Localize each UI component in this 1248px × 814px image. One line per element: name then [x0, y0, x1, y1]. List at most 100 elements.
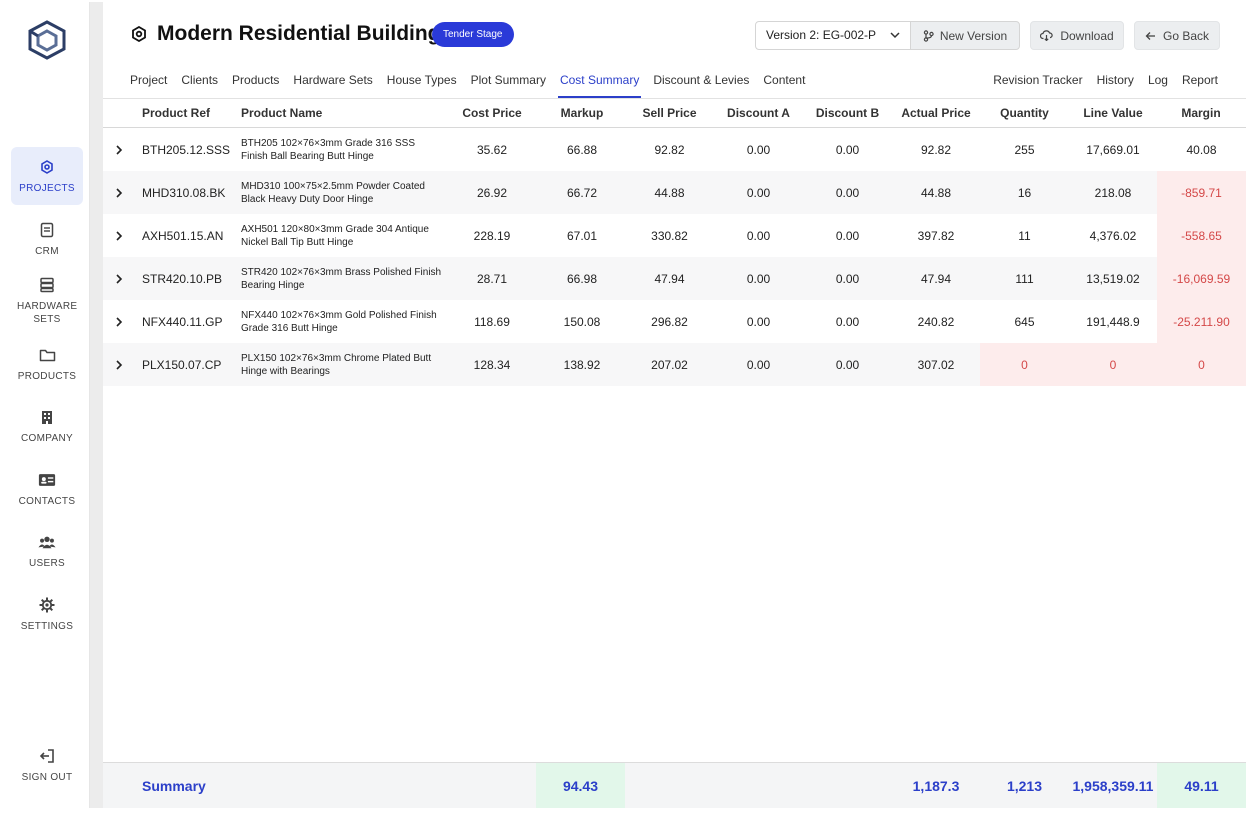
qty-cell: 0	[980, 343, 1069, 386]
cost-cell: 228.19	[445, 214, 539, 257]
sidebar-item-users[interactable]: USERS	[11, 522, 83, 580]
tab-discount-levies[interactable]: Discount & Levies	[653, 72, 749, 98]
disc-b-cell: 0.00	[803, 128, 892, 171]
download-button[interactable]: Download	[1030, 21, 1124, 50]
tab-hardware-sets[interactable]: Hardware Sets	[293, 72, 372, 98]
document-icon	[38, 221, 56, 239]
chevron-right-icon	[112, 315, 126, 329]
product-name-line: MHD310 100×75×2.5mm Powder Coated	[241, 180, 425, 193]
sidebar-item-label: COMPANY	[21, 432, 73, 445]
table-row[interactable]: PLX150.07.CP PLX150 102×76×3mm Chrome Pla…	[103, 343, 1246, 386]
cost-cell: 26.92	[445, 171, 539, 214]
chevron-right-icon	[112, 229, 126, 243]
tab-content[interactable]: Content	[763, 72, 805, 98]
margin-cell: 40.08	[1157, 128, 1246, 171]
tab-revision-tracker[interactable]: Revision Tracker	[993, 72, 1082, 98]
product-name-cell: AXH501 120×80×3mm Grade 304 Antique Nicke…	[241, 214, 445, 257]
disc-a-cell: 0.00	[714, 171, 803, 214]
table-row[interactable]: BTH205.12.SSS BTH205 102×76×3mm Grade 316…	[103, 128, 1246, 171]
tab-project[interactable]: Project	[130, 72, 167, 98]
cloud-download-icon	[1040, 30, 1053, 41]
expand-row-button[interactable]	[112, 343, 126, 386]
summary-line-value: 1,958,359.11	[1069, 763, 1157, 808]
go-back-button[interactable]: Go Back	[1134, 21, 1220, 50]
go-back-label: Go Back	[1163, 29, 1209, 43]
column-header[interactable]: Actual Price	[892, 99, 980, 128]
folder-icon	[38, 346, 56, 364]
table-row[interactable]: MHD310.08.BK MHD310 100×75×2.5mm Powder C…	[103, 171, 1246, 214]
column-header[interactable]: Line Value	[1069, 99, 1157, 128]
qty-cell: 645	[980, 300, 1069, 343]
sell-cell: 44.88	[625, 171, 714, 214]
column-header[interactable]: Cost Price	[445, 99, 539, 128]
sign-out-button[interactable]: SIGN OUT	[11, 736, 83, 794]
product-name-line: Black Heavy Duty Door Hinge	[241, 193, 425, 206]
product-ref-cell: MHD310.08.BK	[142, 171, 225, 214]
markup-cell: 67.01	[539, 214, 625, 257]
product-ref-cell: PLX150.07.CP	[142, 343, 221, 386]
actual-cell: 47.94	[892, 257, 980, 300]
sidebar-item-hardware-sets[interactable]: HARDWARE SETS	[11, 272, 83, 330]
tab-plot-summary[interactable]: Plot Summary	[471, 72, 546, 98]
tab-products[interactable]: Products	[232, 72, 279, 98]
project-tabs: Project Clients Products Hardware Sets H…	[130, 72, 819, 98]
tab-cost-summary[interactable]: Cost Summary	[560, 72, 639, 98]
expand-row-button[interactable]	[112, 171, 126, 214]
column-header[interactable]: Markup	[539, 99, 625, 128]
column-header[interactable]: Sell Price	[625, 99, 714, 128]
sell-cell: 207.02	[625, 343, 714, 386]
new-version-label: New Version	[940, 29, 1007, 43]
expand-row-button[interactable]	[112, 300, 126, 343]
disc-a-cell: 0.00	[714, 300, 803, 343]
table-header: Product Ref Product Name Cost Price Mark…	[103, 99, 1246, 128]
column-header[interactable]: Margin	[1157, 99, 1245, 128]
expand-row-button[interactable]	[112, 214, 126, 257]
column-header[interactable]: Discount A	[714, 99, 803, 128]
actual-cell: 92.82	[892, 128, 980, 171]
margin-cell: 0	[1157, 343, 1246, 386]
sidebar-item-company[interactable]: COMPANY	[11, 397, 83, 455]
tab-clients[interactable]: Clients	[181, 72, 218, 98]
product-name-cell: NFX440 102×76×3mm Gold Polished Finish Gr…	[241, 300, 445, 343]
new-version-button[interactable]: New Version	[910, 21, 1020, 50]
product-name-cell: PLX150 102×76×3mm Chrome Plated Butt Hing…	[241, 343, 445, 386]
expand-row-button[interactable]	[112, 257, 126, 300]
tab-history[interactable]: History	[1097, 72, 1134, 98]
column-header[interactable]: Product Name	[241, 99, 322, 128]
column-header[interactable]: Product Ref	[142, 99, 210, 128]
gear-ring-icon	[38, 158, 56, 176]
cost-summary-table: Product Ref Product Name Cost Price Mark…	[103, 98, 1246, 762]
download-label: Download	[1060, 29, 1113, 43]
building-icon	[38, 408, 56, 426]
disc-b-cell: 0.00	[803, 343, 892, 386]
version-select[interactable]: Version 2: EG-002-P	[755, 21, 911, 50]
product-ref-cell: NFX440.11.GP	[142, 300, 222, 343]
product-name-cell: BTH205 102×76×3mm Grade 316 SSS Finish Ba…	[241, 128, 445, 171]
tab-house-types[interactable]: House Types	[387, 72, 457, 98]
sell-cell: 47.94	[625, 257, 714, 300]
sidebar-item-products[interactable]: PRODUCTS	[11, 335, 83, 393]
sidebar-item-settings[interactable]: SETTINGS	[11, 585, 83, 643]
page-header: Modern Residential Building Tender Stage…	[103, 2, 1246, 98]
column-header[interactable]: Discount B	[803, 99, 892, 128]
product-name-cell: MHD310 100×75×2.5mm Powder Coated Black H…	[241, 171, 445, 214]
sidebar-divider	[90, 2, 103, 808]
users-icon	[38, 533, 56, 551]
markup-cell: 66.72	[539, 171, 625, 214]
summary-margin: 49.11	[1157, 763, 1246, 808]
column-header[interactable]: Quantity	[980, 99, 1069, 128]
sidebar-item-crm[interactable]: CRM	[11, 210, 83, 268]
summary-row: Summary 94.43 1,187.3 1,213 1,958,359.11…	[103, 762, 1246, 808]
actual-cell: 44.88	[892, 171, 980, 214]
table-row[interactable]: AXH501.15.AN AXH501 120×80×3mm Grade 304 …	[103, 214, 1246, 257]
sidebar-item-projects[interactable]: PROJECTS	[11, 147, 83, 205]
product-ref-cell: BTH205.12.SSS	[142, 128, 230, 171]
tab-log[interactable]: Log	[1148, 72, 1168, 98]
expand-row-button[interactable]	[112, 128, 126, 171]
table-row[interactable]: STR420.10.PB STR420 102×76×3mm Brass Poli…	[103, 257, 1246, 300]
tab-report[interactable]: Report	[1182, 72, 1218, 98]
sidebar-item-contacts[interactable]: CONTACTS	[11, 460, 83, 518]
table-row[interactable]: NFX440.11.GP NFX440 102×76×3mm Gold Polis…	[103, 300, 1246, 343]
disc-b-cell: 0.00	[803, 214, 892, 257]
app-logo-icon[interactable]	[26, 20, 68, 60]
